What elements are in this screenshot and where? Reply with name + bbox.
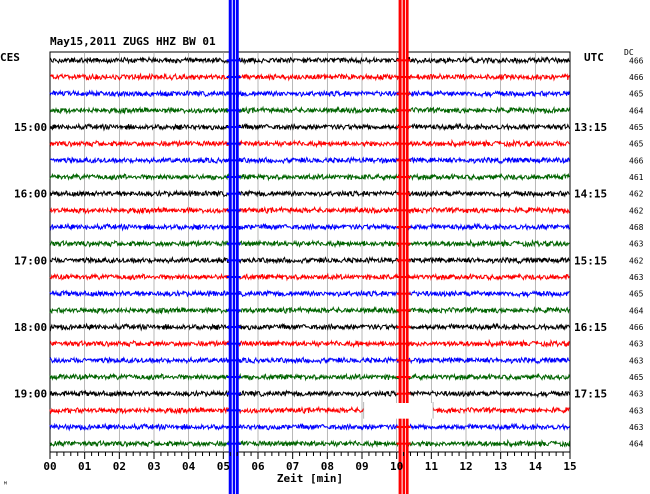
dc-offset-label: 465 xyxy=(629,290,644,299)
trace-row-9 xyxy=(49,205,571,215)
trace-row-20 xyxy=(49,389,571,399)
x-tick-label: 11 xyxy=(425,460,439,473)
chart-title: May15,2011 ZUGS HHZ BW 01 xyxy=(50,35,216,48)
dc-offset-label: 461 xyxy=(629,173,644,182)
trace-row-13 xyxy=(49,272,570,282)
trace-row-4 xyxy=(49,122,571,132)
x-tick-label: 05 xyxy=(217,460,230,473)
trace-row-17 xyxy=(49,338,570,349)
trace-row-23 xyxy=(49,438,571,449)
x-axis-label: Zeit [min] xyxy=(277,472,343,485)
left-time-label: 15:00 xyxy=(14,121,47,134)
x-tick-label: 13 xyxy=(494,460,507,473)
event-band-1 xyxy=(398,0,409,494)
trace-row-3 xyxy=(49,105,571,115)
trace-row-7 xyxy=(49,172,570,182)
left-time-labels: 15:00 16:00 17:00 18:00 19:00 xyxy=(14,121,47,401)
left-time-label: 16:00 xyxy=(14,188,47,201)
dc-offset-label: 462 xyxy=(629,190,644,199)
right-timezone-label: UTC xyxy=(584,51,604,64)
dc-offset-label: 463 xyxy=(629,423,644,432)
right-time-label: 15:15 xyxy=(574,254,607,267)
trace-row-8 xyxy=(49,189,570,199)
x-tick-label: 10 xyxy=(390,460,403,473)
x-tick-label: 04 xyxy=(182,460,196,473)
x-tick-label: 08 xyxy=(321,460,334,473)
grid-lines xyxy=(84,52,536,452)
dc-offset-label: 464 xyxy=(629,306,644,315)
seismic-traces xyxy=(49,55,571,449)
x-tick-label: 14 xyxy=(529,460,543,473)
right-time-label: 14:15 xyxy=(574,188,607,201)
trace-row-10 xyxy=(49,222,570,232)
trace-row-11 xyxy=(49,238,570,249)
left-time-label: 17:00 xyxy=(14,254,47,267)
right-time-label: 17:15 xyxy=(574,388,607,401)
left-time-label: 19:00 xyxy=(14,388,47,401)
data-gap xyxy=(363,403,434,419)
trace-row-14 xyxy=(49,289,570,299)
trace-row-1 xyxy=(49,72,571,82)
x-tick-label: 02 xyxy=(113,460,126,473)
data-gaps xyxy=(363,402,434,419)
dc-offset-label: 466 xyxy=(629,56,644,65)
dc-offset-label: 462 xyxy=(629,206,644,215)
dc-offset-label: 468 xyxy=(629,223,644,232)
dc-offset-label: 465 xyxy=(629,373,644,382)
dc-offset-label: 463 xyxy=(629,340,644,349)
trace-row-6 xyxy=(49,156,571,165)
event-markers xyxy=(226,0,411,494)
trace-row-2 xyxy=(49,89,571,99)
x-tick-label: 01 xyxy=(78,460,92,473)
trace-row-12 xyxy=(49,256,571,265)
trace-row-16 xyxy=(49,322,571,332)
left-time-label: 18:00 xyxy=(14,321,47,334)
right-time-labels: 13:15 14:15 15:15 16:15 17:15 xyxy=(574,121,607,401)
x-tick-label: 07 xyxy=(286,460,299,473)
corner-mark: ᴹ xyxy=(3,480,8,489)
x-tick-label: 15 xyxy=(563,460,576,473)
dc-offset-label: 464 xyxy=(629,440,644,449)
dc-offset-label: 465 xyxy=(629,123,644,132)
dc-offset-label: 466 xyxy=(629,323,644,332)
x-tick-label: 06 xyxy=(251,460,265,473)
right-time-label: 16:15 xyxy=(574,321,607,334)
dc-offset-label: 462 xyxy=(629,256,644,265)
dc-offset-label: 463 xyxy=(629,356,644,365)
right-time-label: 13:15 xyxy=(574,121,607,134)
dc-offset-label: 464 xyxy=(629,106,644,115)
dc-offset-label: 466 xyxy=(629,156,644,165)
x-tick-label: 12 xyxy=(459,460,472,473)
dc-offset-labels: 466 466 465 464 465 465 466 461 462 462 468 463 462 4… xyxy=(629,56,644,448)
dc-offset-label: 466 xyxy=(629,73,644,82)
event-band-0 xyxy=(228,0,239,494)
trace-row-22 xyxy=(49,422,571,432)
dc-offset-label: 465 xyxy=(629,90,644,99)
trace-row-5 xyxy=(49,138,570,149)
trace-row-15 xyxy=(49,305,570,315)
dc-offset-label: 463 xyxy=(629,240,644,249)
x-tick-label: 03 xyxy=(147,460,160,473)
dc-offset-label: 463 xyxy=(629,273,644,282)
left-timezone-label: CES xyxy=(0,51,20,64)
x-tick-label: 00 xyxy=(43,460,56,473)
dc-label: DC xyxy=(624,48,634,57)
x-tick-label: 09 xyxy=(355,460,368,473)
dc-offset-label: 465 xyxy=(629,140,644,149)
x-axis: 00 01 02 03 04 05 06 07 08 09 10 11 12 13 14 15 xyxy=(43,452,577,473)
trace-row-0 xyxy=(49,55,571,66)
dc-offset-label: 463 xyxy=(629,390,644,399)
trace-row-21 xyxy=(49,405,570,415)
plot-frame xyxy=(49,51,571,453)
trace-row-18 xyxy=(49,356,570,365)
dc-offset-label: 463 xyxy=(629,406,644,415)
trace-row-19 xyxy=(49,372,571,382)
